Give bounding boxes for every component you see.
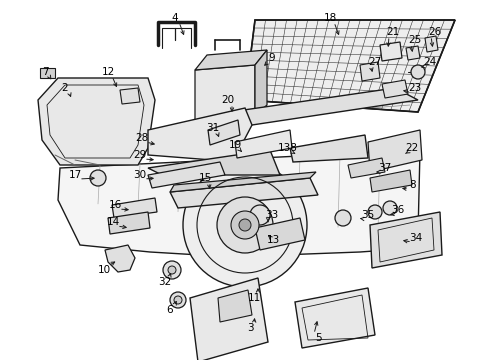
Text: 30: 30 [133, 170, 146, 180]
Polygon shape [424, 36, 437, 52]
Text: 37: 37 [378, 163, 391, 173]
Text: 33: 33 [265, 210, 278, 220]
Polygon shape [190, 278, 267, 360]
Text: 28: 28 [135, 133, 148, 143]
Text: 4: 4 [171, 13, 178, 23]
Text: 26: 26 [427, 27, 441, 37]
Polygon shape [289, 135, 367, 162]
Polygon shape [294, 288, 374, 348]
Text: 31: 31 [206, 123, 219, 133]
Polygon shape [38, 78, 155, 165]
Text: 34: 34 [408, 233, 422, 243]
Text: 14: 14 [106, 217, 120, 227]
Polygon shape [367, 130, 421, 172]
Circle shape [367, 205, 381, 219]
Text: 13: 13 [266, 235, 279, 245]
Text: 5: 5 [314, 333, 321, 343]
Text: 16: 16 [108, 200, 122, 210]
Text: 32: 32 [158, 277, 171, 287]
Text: 20: 20 [221, 95, 234, 105]
Text: 24: 24 [423, 57, 436, 67]
Circle shape [170, 292, 185, 308]
Text: 3: 3 [246, 323, 253, 333]
Polygon shape [105, 245, 135, 272]
Circle shape [239, 219, 250, 231]
Circle shape [230, 211, 259, 239]
Text: 29: 29 [133, 150, 146, 160]
Polygon shape [244, 20, 454, 112]
Polygon shape [229, 88, 417, 125]
Polygon shape [148, 150, 280, 175]
Polygon shape [379, 42, 401, 61]
Polygon shape [58, 150, 419, 255]
Polygon shape [218, 290, 251, 322]
Circle shape [183, 163, 306, 287]
Polygon shape [112, 198, 157, 218]
Polygon shape [254, 50, 266, 115]
Polygon shape [405, 46, 419, 60]
Circle shape [249, 205, 269, 225]
Text: 6: 6 [166, 305, 173, 315]
Circle shape [217, 197, 272, 253]
Text: 18: 18 [323, 13, 336, 23]
Text: 15: 15 [198, 173, 211, 183]
Polygon shape [195, 65, 254, 120]
Text: 23: 23 [407, 83, 421, 93]
Polygon shape [170, 178, 317, 208]
Circle shape [382, 201, 396, 215]
Circle shape [163, 261, 181, 279]
Polygon shape [347, 158, 384, 178]
Polygon shape [148, 162, 224, 188]
Text: 11: 11 [247, 293, 260, 303]
Polygon shape [254, 218, 305, 250]
Polygon shape [369, 170, 411, 192]
Text: 36: 36 [390, 205, 404, 215]
Text: 27: 27 [367, 57, 381, 67]
Text: 9: 9 [268, 53, 275, 63]
Text: 21: 21 [386, 27, 399, 37]
Circle shape [334, 210, 350, 226]
Text: 7: 7 [41, 67, 48, 77]
Text: 138: 138 [278, 143, 297, 153]
Polygon shape [108, 212, 150, 234]
Circle shape [410, 65, 424, 79]
Polygon shape [207, 120, 240, 145]
Text: 35: 35 [361, 210, 374, 220]
Text: 25: 25 [407, 35, 421, 45]
Text: 10: 10 [97, 265, 110, 275]
Polygon shape [170, 172, 315, 192]
Circle shape [174, 296, 182, 304]
Text: 17: 17 [68, 170, 81, 180]
Polygon shape [195, 50, 266, 70]
Polygon shape [381, 80, 407, 98]
Text: 22: 22 [405, 143, 418, 153]
Polygon shape [40, 68, 55, 78]
Polygon shape [148, 108, 251, 162]
Text: 19: 19 [228, 140, 241, 150]
Text: 2: 2 [61, 83, 68, 93]
Text: 8: 8 [409, 180, 415, 190]
Polygon shape [369, 212, 441, 268]
Circle shape [168, 266, 176, 274]
Polygon shape [235, 130, 291, 158]
Polygon shape [359, 62, 379, 81]
Polygon shape [120, 88, 140, 104]
Circle shape [90, 170, 106, 186]
Text: 12: 12 [101, 67, 114, 77]
